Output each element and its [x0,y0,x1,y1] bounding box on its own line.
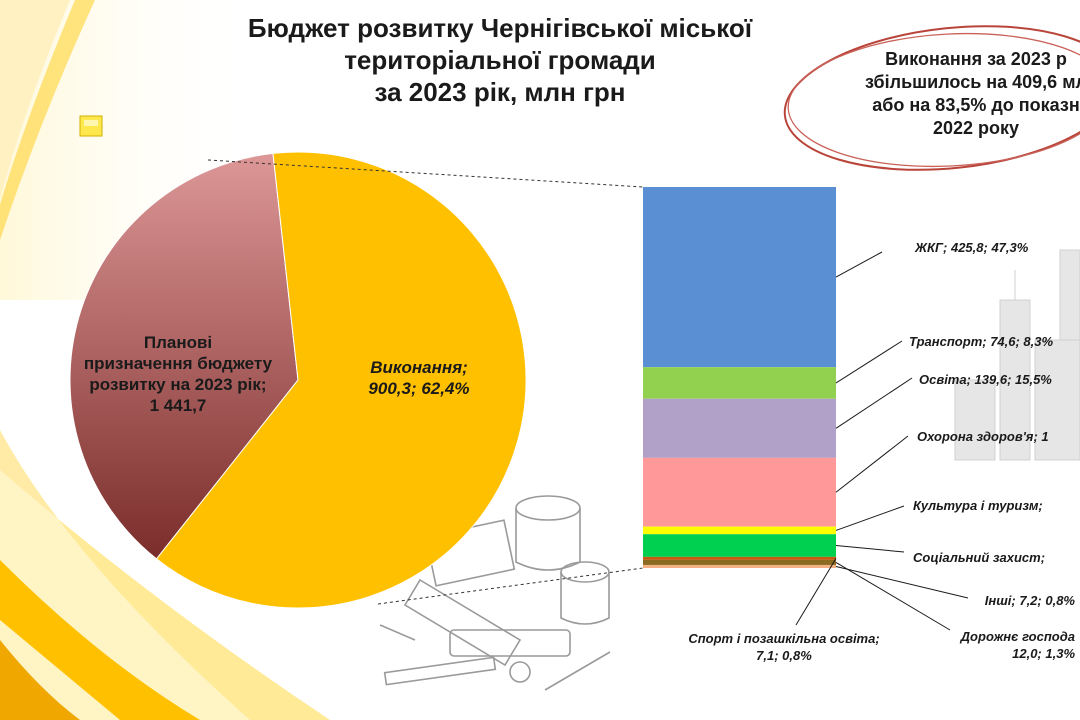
bar-leader-line-8 [835,565,969,599]
pie-label-executed: Виконання; 900,3; 62,4% [368,358,469,398]
bar-segment-2 [643,398,836,458]
title-line-2: територіальної громади [344,45,656,75]
bar-leader-line-1 [835,340,903,384]
note-line-1: Виконання за 2023 р [885,49,1067,69]
paint-tools-icon [379,495,611,691]
square-bullet-icon [79,115,103,137]
bar-segment-3 [643,457,836,527]
bar-label-7: Дорожнє господа 12,0; 1,3% [960,629,1076,661]
bar-leader-line-6 [795,558,837,626]
bar-leader-line-3 [835,435,909,493]
budget-pie-chart: Виконання; 900,3; 62,4% Планові призначення… [69,151,527,609]
bar-segment-4 [643,526,836,535]
note-line-2: збільшилось на 409,6 мл [865,72,1080,92]
bar-leader-line-4 [835,505,905,531]
bar-leader-line-5 [835,545,905,553]
bar-label-5: Соціальний захист; [913,550,1045,565]
connector-bottom [377,567,644,605]
bar-segment-8 [643,564,836,568]
chart-title: Бюджет розвитку Чернігівської міської те… [190,12,810,108]
bar-label-1: Транспорт; 74,6; 8,3% [909,334,1054,349]
note-line-4: 2022 року [932,118,1020,138]
bar-segment-6 [643,556,836,560]
pie-label-planned: Планові призначення бюджету розвитку на 20… [84,333,273,415]
growth-note: Виконання за 2023 р збільшилось на 409,6… [826,48,1080,140]
pie-slice-executed [155,151,527,609]
bar-leader-line-7 [835,561,951,631]
bar-label-4: Культура і туризм; [913,498,1043,513]
bar-segment-0 [643,187,836,368]
bar-leader-line-0 [835,251,883,278]
connector-top [207,159,644,188]
bar-label-8: Інші; 7,2; 0,8% [985,593,1076,608]
bar-segment-1 [643,367,836,399]
note-ellipse-inner [787,32,1080,168]
city-silhouette-icon [954,249,1080,461]
title-line-1: Бюджет розвитку Чернігівської міської [247,13,753,43]
pie-bar-connectors [207,159,644,605]
bar-leader-line-2 [835,377,913,429]
note-ellipse [783,25,1080,171]
pie-slice-planned [69,152,299,560]
note-line-3: або на 83,5% до показн [872,95,1080,115]
bar-label-0: ЖКГ; 425,8; 47,3% [914,240,1029,255]
bar-segment-5 [643,534,836,557]
bar-segment-7 [643,559,836,565]
bar-label-6: Спорт і позашкільна освіта; 7,1; 0,8% [688,631,879,663]
expenditure-stacked-bar: ЖКГ; 425,8; 47,3% Транспорт; 74,6; 8,3% Ос… [643,187,1075,663]
bar-label-2: Освіта; 139,6; 15,5% [919,372,1052,387]
title-line-3: за 2023 рік, млн грн [374,77,626,107]
bar-label-3: Охорона здоров'я; 1 [917,429,1049,444]
